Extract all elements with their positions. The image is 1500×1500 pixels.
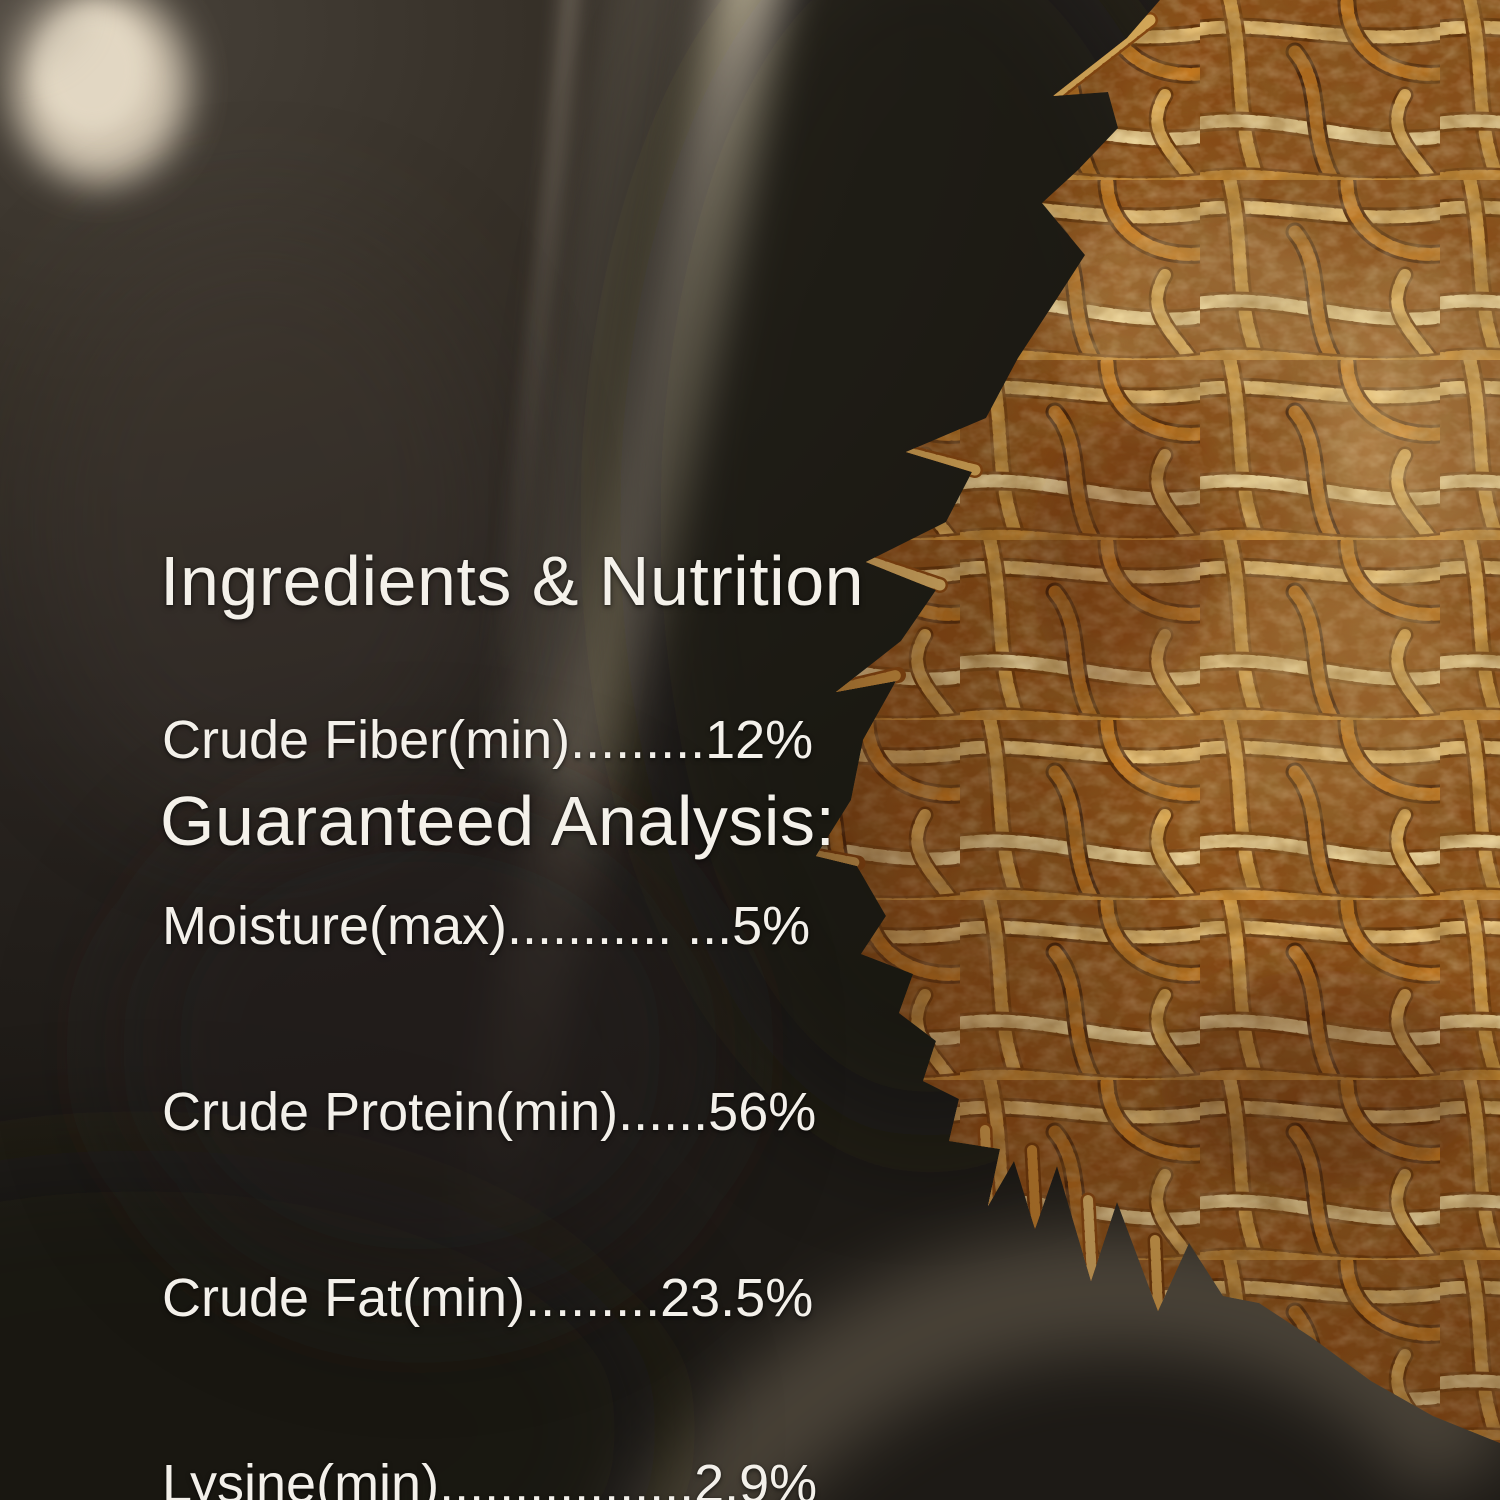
- guaranteed-analysis-list: Crude Fiber(min).........12% Moisture(ma…: [162, 585, 954, 1500]
- analysis-line-moisture: Moisture(max)........... ...5%: [162, 896, 811, 956]
- analysis-line-lysine: Lysine(min).................2.9%: [162, 1454, 818, 1500]
- analysis-line-crude-fat: Crude Fat(min).........23.5%: [162, 1268, 814, 1328]
- heading-line-1: Ingredients & Nutrition: [160, 542, 865, 620]
- bowl-rim-edge: [498, 0, 577, 661]
- section-heading: Ingredients & Nutrition Guaranteed Analy…: [160, 381, 864, 1021]
- analysis-line-crude-protein: Crude Protein(min)......56%: [162, 1082, 817, 1142]
- heading-line-2: Guaranteed Analysis:: [160, 782, 836, 860]
- bowl-rim-band: [497, 0, 696, 787]
- analysis-line-crude-fiber: Crude Fiber(min).........12%: [162, 710, 814, 770]
